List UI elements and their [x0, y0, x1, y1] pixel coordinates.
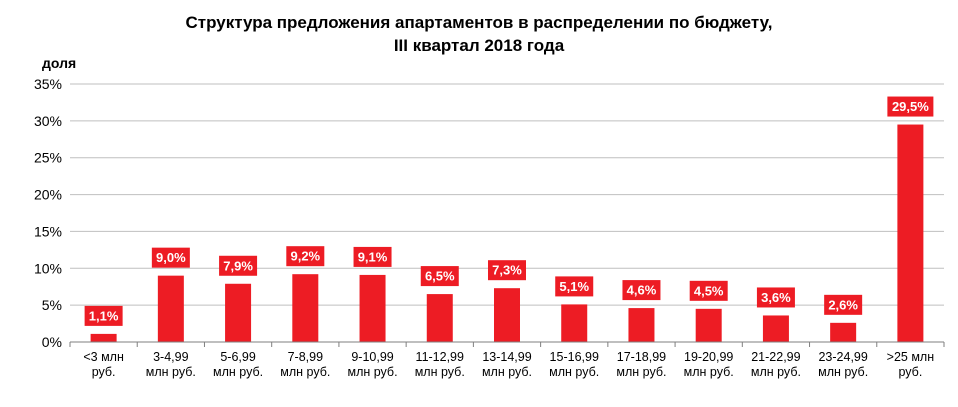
x-category-label: млн руб.	[482, 365, 532, 379]
bar	[292, 274, 319, 342]
bar	[225, 283, 252, 342]
x-category-label: млн руб.	[684, 365, 734, 379]
data-label: 7,9%	[223, 258, 253, 273]
data-label: 2,6%	[828, 297, 858, 312]
x-category-label: <3 млн	[83, 350, 124, 364]
bar	[561, 304, 588, 342]
data-label-box	[824, 294, 863, 315]
y-tick-label: 25%	[34, 150, 62, 166]
data-label-box	[488, 260, 526, 281]
data-label-box	[353, 246, 392, 267]
bars	[90, 124, 924, 343]
data-label: 9,0%	[156, 250, 186, 265]
x-category-label: млн руб.	[347, 365, 397, 379]
bar	[90, 333, 117, 342]
x-category-label: млн руб.	[751, 365, 801, 379]
gridlines	[70, 83, 944, 306]
data-label: 3,6%	[761, 290, 791, 305]
x-category-label: млн руб.	[818, 365, 868, 379]
y-tick-label: 5%	[42, 297, 62, 313]
bar	[494, 288, 520, 342]
x-category-label: млн руб.	[549, 365, 599, 379]
x-category-label: 11-12,99	[416, 350, 464, 364]
y-axis-label: доля	[42, 55, 76, 71]
data-label-box	[756, 287, 795, 308]
bar	[359, 274, 386, 342]
bar	[897, 124, 924, 343]
x-category-label: млн руб.	[280, 365, 330, 379]
data-label: 7,3%	[492, 263, 522, 278]
x-category-label: 23-24,99	[818, 350, 867, 364]
data-label: 4,5%	[694, 283, 724, 298]
data-labels: 1,1% 9,0% 7,9% 9,2% 9,1% 6,5% 7,3% 5,1% 4,6% 4,5%…	[84, 96, 934, 326]
y-tick-label: 35%	[34, 76, 62, 92]
data-label-box	[219, 255, 258, 276]
data-label-box	[420, 266, 459, 287]
y-axis-ticks: 0% 5% 10% 15% 20% 25% 30% 35%	[34, 76, 62, 350]
bar	[830, 322, 857, 342]
x-category-label: млн руб.	[213, 365, 263, 379]
x-category-label: 17-18,99	[617, 350, 666, 364]
data-label: 29,5%	[892, 99, 929, 114]
bar	[762, 315, 789, 342]
data-label-box	[151, 247, 190, 268]
data-label: 6,5%	[425, 269, 455, 284]
y-tick-label: 10%	[34, 260, 62, 276]
x-category-label: млн руб.	[146, 365, 196, 379]
data-label: 5,1%	[559, 279, 589, 294]
x-category-label: 9-10,99	[351, 350, 393, 364]
x-category-label: 7-8,99	[288, 350, 323, 364]
y-tick-label: 15%	[34, 223, 62, 239]
bar	[426, 294, 453, 342]
data-label-box	[887, 96, 934, 117]
data-label-box	[84, 305, 123, 326]
x-category-label: 15-16,99	[550, 350, 599, 364]
data-label: 9,2%	[290, 249, 320, 264]
chart-subtitle: III квартал 2018 года	[394, 36, 565, 55]
y-tick-label: 30%	[34, 113, 62, 129]
data-label: 1,1%	[89, 308, 119, 323]
x-category-label: 19-20,99	[684, 350, 733, 364]
x-category-label: 13-14,99	[482, 350, 531, 364]
x-category-label: 3-4,99	[153, 350, 188, 364]
data-label-box	[622, 280, 661, 301]
data-label: 4,6%	[627, 283, 657, 298]
data-label: 9,1%	[358, 249, 388, 264]
x-category-label: 5-6,99	[220, 350, 255, 364]
data-label-box	[286, 246, 325, 267]
x-category-label: млн руб.	[415, 365, 465, 379]
x-category-label: 21-22,99	[751, 350, 800, 364]
bar	[695, 308, 722, 342]
x-category-label: руб.	[92, 365, 116, 379]
x-category-label: >25 млн	[887, 350, 935, 364]
x-category-label: руб.	[898, 365, 922, 379]
x-axis	[69, 341, 945, 347]
data-label-box	[689, 280, 728, 301]
bar	[157, 275, 184, 342]
data-label-box	[555, 276, 594, 297]
y-tick-label: 20%	[34, 187, 62, 203]
x-category-label: млн руб.	[616, 365, 666, 379]
bar	[628, 308, 655, 342]
chart-title: Структура предложения апартаментов в рас…	[185, 13, 772, 32]
y-tick-label: 0%	[42, 334, 62, 350]
